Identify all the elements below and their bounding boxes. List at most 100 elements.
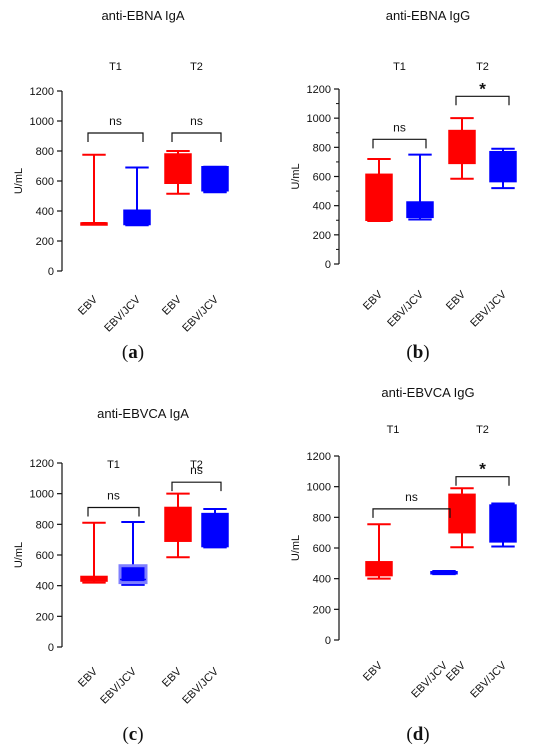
chart-title: anti-EBVCA IgG [381,385,474,400]
y-tick-label: 0 [48,266,54,278]
y-tick-label: 800 [36,146,54,158]
y-tick-label: 1000 [307,482,331,494]
significance-bracket: ns [171,114,222,142]
group-label-t1: T1 [109,61,122,73]
box-body [201,166,229,192]
panel-letter: (d) [406,724,429,745]
y-tick-label: 400 [313,574,331,586]
category-label: EBV/JCV [180,665,221,706]
chart-panel-c: anti-EBVCA IgA T1 T2 0 200 400 600 800 1000 1200 U… [13,406,229,745]
y-tick-label: 800 [313,142,331,154]
group-label-t2: T2 [476,61,489,73]
y-tick-label: 600 [313,543,331,555]
category-label: EBV/JCV [468,288,509,329]
significance-bracket: ns [372,120,427,149]
bracket-line [455,476,510,486]
box-4 [489,502,517,548]
significance-bracket: ns [171,463,222,492]
category-label: EBV [361,659,386,684]
y-tick-label: 1200 [30,458,54,470]
chart-title: anti-EBNA IgA [101,8,184,23]
category-label: EBV [76,665,101,690]
y-axis-label: U/mL [290,535,302,561]
box-body [365,561,393,577]
y-axis-label: U/mL [13,168,25,194]
significance-label: ns [109,114,122,128]
box-1 [80,521,108,584]
y-tick-label: 800 [36,519,54,531]
bracket-line [87,506,140,517]
box-body [164,153,192,184]
box-2 [123,166,151,227]
significance-label: ns [190,463,203,477]
significance-label: ns [405,490,418,504]
y-tick-label: 800 [313,512,331,524]
bracket-line [171,481,222,492]
significance-label: ns [107,488,120,502]
y-tick-label: 0 [48,642,54,654]
bracket-line [372,508,451,518]
group-label-t2: T2 [190,61,203,73]
y-tick-label: 1000 [307,113,331,125]
significance-bracket: ns [87,488,140,517]
significance-label: * [479,460,486,479]
y-tick-label: 1200 [30,86,54,98]
panel-letter: (a) [122,342,144,363]
group-label-t2: T2 [476,424,489,436]
box-1 [365,158,393,222]
chart-title: anti-EBNA IgG [386,8,471,23]
significance-label: ns [393,120,406,134]
y-tick-label: 0 [325,635,331,647]
box-body [448,493,476,534]
category-label: EBV [160,293,185,318]
box-1 [365,523,393,580]
box-3 [164,492,192,559]
chart-title: anti-EBVCA IgA [97,406,189,421]
y-tick-label: 1200 [307,451,331,463]
category-label: EBV/JCV [409,659,450,700]
y-tick-label: 0 [325,259,331,271]
y-tick-label: 1000 [30,489,54,501]
box-body [489,150,517,183]
box-1 [80,153,108,226]
significance-label: ns [190,114,203,128]
chart-panel-d: anti-EBVCA IgG T1 T2 0 200 400 600 800 1000 1200 U… [290,385,517,745]
category-label: EBV [361,288,386,313]
y-axis-label: U/mL [290,163,302,189]
y-axis-label: U/mL [13,542,25,568]
group-label-t2: T2 [190,459,203,471]
significance-bracket: ns [87,114,144,142]
box-2 [430,570,458,576]
box-body [406,201,434,219]
group-label-t1: T1 [107,459,120,471]
bracket-line [171,132,222,142]
box-3 [448,117,476,180]
category-label: EBV [76,293,101,318]
box-2 [118,521,148,586]
box-4 [489,147,517,190]
y-tick-label: 600 [36,550,54,562]
significance-label: * [479,79,486,98]
y-tick-label: 1200 [307,84,331,96]
box-body [80,575,108,582]
category-label: EBV/JCV [468,659,509,700]
category-label: EBV/JCV [180,293,221,334]
box-body [448,129,476,165]
box-body [123,209,151,226]
box-4 [201,165,229,194]
category-label: EBV [160,665,185,690]
category-label: EBV [444,288,469,313]
y-tick-label: 600 [36,176,54,188]
group-label-t1: T1 [393,61,406,73]
y-tick-label: 200 [36,236,54,248]
y-tick-label: 600 [313,172,331,184]
box-body [489,504,517,543]
y-tick-label: 400 [36,581,54,593]
box-body [118,564,148,585]
y-tick-label: 200 [36,611,54,623]
bracket-line [87,132,144,142]
box-body [201,512,229,548]
category-label: EBV/JCV [98,665,139,706]
bracket-line [455,95,510,106]
